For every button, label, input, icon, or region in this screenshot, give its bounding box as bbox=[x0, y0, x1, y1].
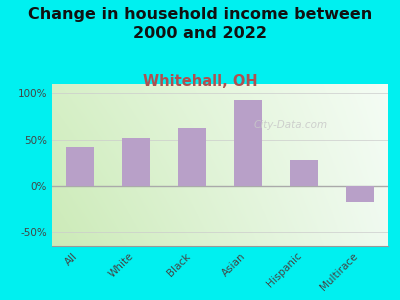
Bar bbox=[290, 160, 318, 186]
Bar bbox=[234, 100, 262, 186]
Bar bbox=[122, 138, 150, 186]
Bar bbox=[346, 186, 374, 202]
Bar bbox=[66, 147, 94, 186]
Text: City-Data.com: City-Data.com bbox=[254, 120, 328, 130]
Bar bbox=[178, 128, 206, 186]
Text: Whitehall, OH: Whitehall, OH bbox=[143, 74, 257, 88]
Text: Change in household income between
2000 and 2022: Change in household income between 2000 … bbox=[28, 8, 372, 41]
